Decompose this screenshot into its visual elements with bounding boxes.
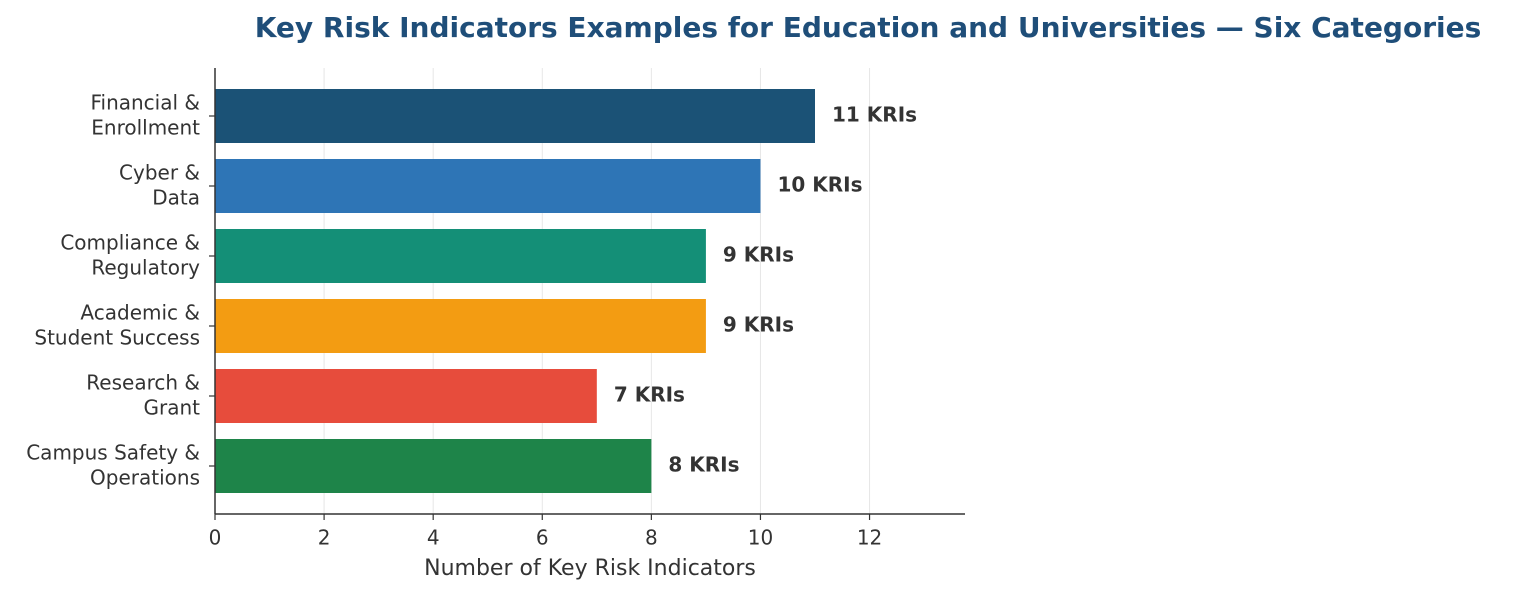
value-label: 9 KRIs <box>723 313 794 337</box>
x-tick-label: 4 <box>427 526 440 550</box>
y-tick-label: Compliance & Regulatory <box>60 230 200 279</box>
y-tick-label: Cyber & Data <box>119 160 200 209</box>
bar <box>215 89 815 143</box>
value-label: 8 KRIs <box>668 453 739 477</box>
value-label: 10 KRIs <box>777 173 862 197</box>
bar <box>215 439 652 493</box>
value-label: 9 KRIs <box>723 243 794 267</box>
x-tick-label: 2 <box>318 526 331 550</box>
value-label: 7 KRIs <box>614 383 685 407</box>
value-label: 11 KRIs <box>832 103 917 127</box>
bar <box>215 159 761 213</box>
x-axis-label: Number of Key Risk Indicators <box>424 556 756 581</box>
x-tick-label: 6 <box>536 526 549 550</box>
bar <box>215 299 706 353</box>
y-tick-label: Academic & Student Success <box>34 300 200 349</box>
bar <box>215 229 706 283</box>
y-tick-label: Financial & Enrollment <box>90 90 200 139</box>
x-tick-label: 10 <box>748 526 773 550</box>
x-tick-label: 8 <box>645 526 658 550</box>
y-tick-label: Research & Grant <box>86 370 200 419</box>
x-tick-label: 12 <box>857 526 882 550</box>
bar <box>215 369 597 423</box>
y-tick-label: Campus Safety & Operations <box>26 440 200 489</box>
chart-title: Key Risk Indicators Examples for Educati… <box>255 11 1482 44</box>
x-tick-label: 0 <box>209 526 222 550</box>
